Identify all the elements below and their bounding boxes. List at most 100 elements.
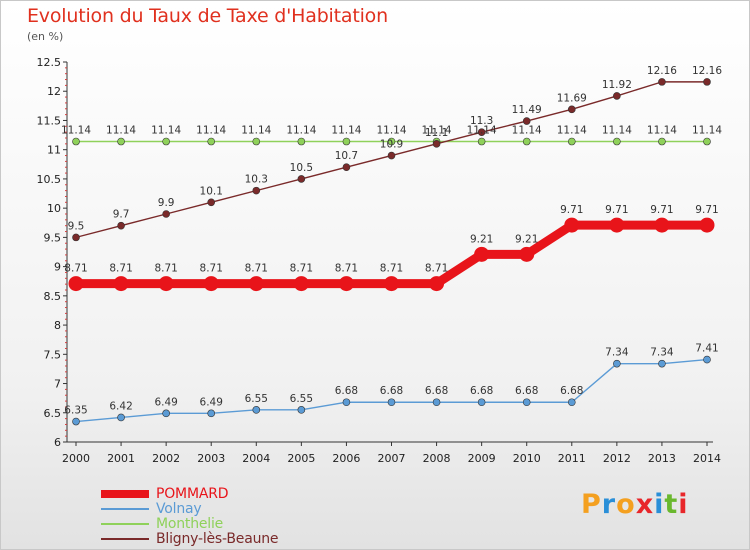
data-point-monthelie xyxy=(703,137,711,146)
data-point-monthelie xyxy=(162,137,170,146)
data-label-volnay: 6.35 xyxy=(64,405,87,417)
data-label-bligny-les-beaune: 11.69 xyxy=(557,92,587,104)
data-point-volnay xyxy=(522,398,531,407)
data-label-monthelie: 11.14 xyxy=(106,125,136,137)
data-label-bligny-les-beaune: 9.7 xyxy=(113,209,130,221)
data-label-volnay: 6.68 xyxy=(425,385,448,397)
data-point-monthelie xyxy=(207,137,216,146)
data-point-pommard xyxy=(429,276,445,292)
data-label-pommard: 9.71 xyxy=(695,204,718,216)
data-point-pommard xyxy=(158,276,174,292)
legend-label: Volnay xyxy=(156,501,202,517)
data-point-bligny-les-beaune xyxy=(432,140,441,148)
data-label-bligny-les-beaune: 10.9 xyxy=(380,139,403,151)
data-label-volnay: 7.41 xyxy=(695,343,718,355)
legend-label: POMMARD xyxy=(156,486,229,502)
data-label-volnay: 6.55 xyxy=(290,393,313,405)
data-point-pommard xyxy=(699,217,715,233)
data-label-bligny-les-beaune: 10.7 xyxy=(335,150,358,162)
data-point-volnay xyxy=(387,398,396,407)
data-point-bligny-les-beaune xyxy=(387,151,396,160)
legend-swatch xyxy=(101,490,149,498)
data-point-bligny-les-beaune xyxy=(342,163,351,172)
y-tick-label: 9 xyxy=(54,261,61,274)
data-point-volnay xyxy=(613,359,621,368)
y-tick-label: 6 xyxy=(54,436,61,449)
data-point-bligny-les-beaune xyxy=(703,78,711,86)
x-tick-label: 2002 xyxy=(152,452,180,465)
y-tick-label: 11.5 xyxy=(37,114,62,127)
data-label-pommard: 8.71 xyxy=(425,263,448,275)
logo-letter: P xyxy=(581,489,602,520)
data-label-bligny-les-beaune: 11.3 xyxy=(470,115,493,127)
data-point-bligny-les-beaune xyxy=(477,128,486,136)
legend-label: Monthelie xyxy=(156,516,224,532)
data-point-volnay xyxy=(117,413,125,422)
y-tick-label: 9.5 xyxy=(44,231,62,244)
data-label-pommard: 8.71 xyxy=(290,263,313,275)
data-point-monthelie xyxy=(252,137,261,146)
logo-letter: r xyxy=(601,489,617,520)
data-point-bligny-les-beaune xyxy=(207,198,216,207)
data-label-pommard: 9.71 xyxy=(560,204,583,216)
data-label-bligny-les-beaune: 11.92 xyxy=(602,79,632,91)
data-label-bligny-les-beaune: 11.1 xyxy=(425,127,448,139)
data-label-pommard: 9.21 xyxy=(515,233,538,245)
data-point-pommard xyxy=(113,276,129,292)
data-label-bligny-les-beaune: 12.16 xyxy=(692,65,722,77)
x-tick-label: 2011 xyxy=(558,452,586,465)
series-layer xyxy=(68,78,715,426)
data-label-volnay: 6.49 xyxy=(200,396,223,408)
y-tick-label: 10.5 xyxy=(37,173,62,186)
y-tick-label: 8 xyxy=(54,319,61,332)
data-label-monthelie: 11.14 xyxy=(467,125,497,137)
x-tick-label: 2009 xyxy=(468,452,496,465)
data-label-volnay: 6.68 xyxy=(515,385,538,397)
data-label-pommard: 8.71 xyxy=(335,263,358,275)
x-tick-label: 2012 xyxy=(603,452,631,465)
data-point-bligny-les-beaune xyxy=(72,233,80,242)
data-label-pommard: 8.71 xyxy=(154,263,177,275)
data-label-monthelie: 11.14 xyxy=(512,125,542,137)
data-point-pommard xyxy=(564,217,580,233)
logo-letter: i xyxy=(678,489,689,520)
data-point-volnay xyxy=(342,398,351,407)
data-label-monthelie: 11.14 xyxy=(422,125,452,137)
data-point-pommard xyxy=(519,246,535,262)
data-label-pommard: 8.71 xyxy=(64,263,87,275)
data-point-volnay xyxy=(703,355,711,364)
x-tick-label: 2006 xyxy=(332,452,360,465)
data-point-pommard xyxy=(293,276,309,292)
data-point-pommard xyxy=(384,276,399,292)
y-tick-label: 7 xyxy=(54,378,61,391)
data-point-monthelie xyxy=(658,137,666,146)
x-tick-label: 2000 xyxy=(62,452,90,465)
data-point-monthelie xyxy=(72,137,80,146)
y-tick-label: 10 xyxy=(47,202,61,215)
data-point-volnay xyxy=(162,409,170,418)
data-label-monthelie: 11.14 xyxy=(151,125,181,137)
data-label-bligny-les-beaune: 9.5 xyxy=(68,220,85,232)
data-point-volnay xyxy=(72,417,80,426)
data-point-monthelie xyxy=(522,137,531,146)
data-label-bligny-les-beaune: 10.5 xyxy=(290,162,313,174)
data-label-volnay: 6.68 xyxy=(335,385,358,397)
data-label-monthelie: 11.14 xyxy=(241,125,271,137)
x-tick-label: 2014 xyxy=(693,452,721,465)
data-point-volnay xyxy=(252,406,261,414)
data-label-monthelie: 11.14 xyxy=(557,125,587,137)
data-label-pommard: 8.71 xyxy=(109,263,132,275)
data-label-volnay: 6.68 xyxy=(380,385,403,397)
data-point-bligny-les-beaune xyxy=(522,117,531,125)
data-point-monthelie xyxy=(477,137,486,146)
data-label-monthelie: 11.14 xyxy=(692,125,722,137)
data-label-monthelie: 11.14 xyxy=(331,125,361,137)
data-label-monthelie: 11.14 xyxy=(61,125,91,137)
legend-swatch xyxy=(101,538,149,540)
y-tick-label: 6.5 xyxy=(44,407,62,420)
x-tick-label: 2004 xyxy=(242,452,270,465)
data-point-bligny-les-beaune xyxy=(567,105,576,114)
legend-label: Bligny-lès-Beaune xyxy=(156,531,279,547)
chart-title: Evolution du Taux de Taxe d'Habitation xyxy=(27,5,388,27)
